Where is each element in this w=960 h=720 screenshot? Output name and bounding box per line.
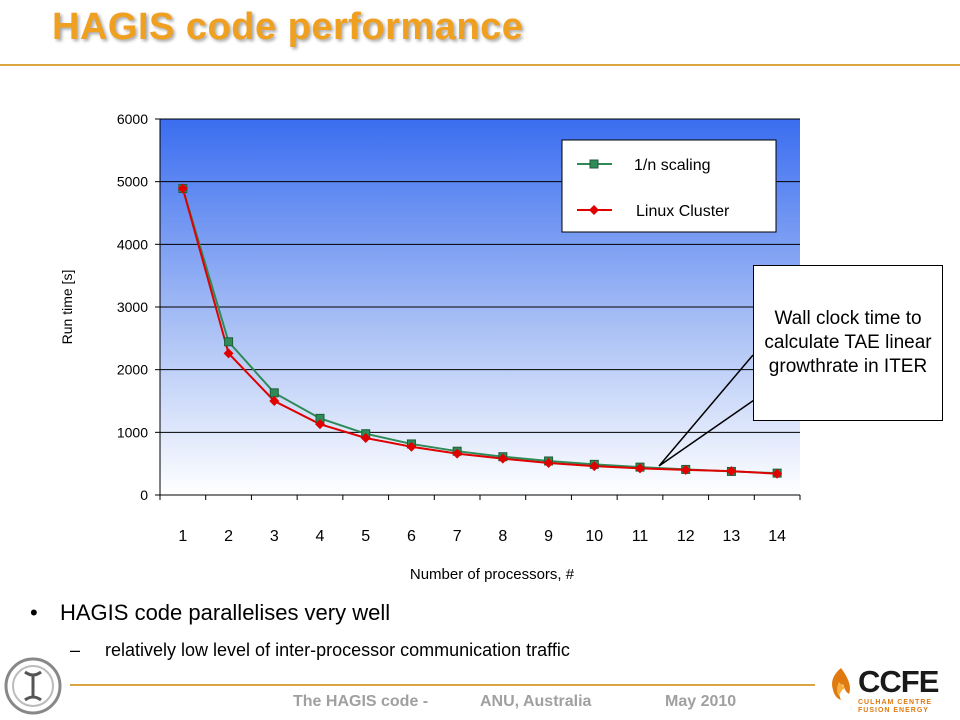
data-point-linux-cluster <box>315 419 325 430</box>
legend-marker-1n <box>589 159 599 169</box>
y-tick-labels: 0 1000 2000 3000 4000 5000 6000 <box>117 111 148 503</box>
x-tick-label: 9 <box>544 528 553 545</box>
legend-label-1n: 1/n scaling <box>634 157 711 174</box>
x-tick-label: 3 <box>270 528 279 545</box>
x-tick-label: 7 <box>453 528 462 545</box>
x-tick-label: 14 <box>768 528 786 545</box>
title-divider <box>0 64 960 66</box>
legend-marker-linux <box>589 205 599 215</box>
x-tick-label: 13 <box>723 528 741 545</box>
data-point-1n-scaling <box>269 388 279 398</box>
data-point-linux-cluster <box>726 466 737 477</box>
data-point-1n-scaling <box>224 337 234 347</box>
data-point-linux-cluster <box>452 448 463 459</box>
data-point-linux-cluster <box>543 458 554 469</box>
legend: 1/n scaling Linux Cluster <box>561 139 777 233</box>
x-axis-label: Number of processors, # <box>410 566 575 583</box>
ccfe-logo-text: CCFE <box>858 664 939 699</box>
series-lines <box>181 188 778 475</box>
anu-logo-icon <box>4 657 62 715</box>
y-tick-label: 6000 <box>117 111 148 127</box>
x-tick-label: 5 <box>361 528 370 545</box>
footer-institution: ANU, Australia <box>480 693 592 710</box>
data-point-linux-cluster <box>680 464 691 475</box>
footer-title: The HAGIS code - <box>293 693 429 710</box>
series-line-linux-cluster <box>181 188 778 475</box>
data-point-linux-cluster <box>772 468 783 479</box>
legend-label-linux: Linux Cluster <box>636 203 730 220</box>
data-point-linux-cluster <box>269 396 280 406</box>
y-tick-label: 5000 <box>117 174 148 190</box>
data-point-linux-cluster <box>360 432 371 443</box>
y-tick-label: 4000 <box>117 236 148 252</box>
callout-box: Wall clock time to calculate TAE linear … <box>753 265 943 421</box>
data-point-linux-cluster <box>635 463 645 474</box>
y-tick-label: 2000 <box>117 362 148 378</box>
y-axis-label: Run time [s] <box>59 270 75 345</box>
y-tick-label: 0 <box>140 487 148 503</box>
slide-title: HAGIS code performance <box>52 6 524 48</box>
sub-bullet-text: relatively low level of inter-processor … <box>105 640 570 660</box>
y-tick-label: 1000 <box>117 424 148 440</box>
y-tick-label: 3000 <box>117 299 148 315</box>
grid-lines <box>155 118 801 500</box>
x-tick-label: 12 <box>677 528 695 545</box>
bullet-dot: • <box>30 600 38 625</box>
footer-divider <box>70 684 815 686</box>
series-markers <box>177 183 783 479</box>
sub-bullet-dash: – <box>70 640 81 660</box>
x-tick-labels: 1 2 3 4 5 6 7 8 9 10 11 12 13 14 <box>178 528 786 545</box>
x-tick-label: 8 <box>498 528 507 545</box>
data-point-linux-cluster <box>589 461 600 472</box>
data-point-linux-cluster <box>497 453 508 464</box>
ccfe-logo-subtext: CULHAM CENTRE FUSION ENERGY <box>858 699 933 714</box>
callout-pointer <box>658 354 758 467</box>
data-point-linux-cluster <box>406 441 417 452</box>
bullet-text: HAGIS code parallelises very well <box>60 600 391 625</box>
x-tick-label: 2 <box>224 528 233 545</box>
footer-date: May 2010 <box>665 693 737 710</box>
x-tick-label: 4 <box>316 528 325 545</box>
ccfe-flame-icon <box>832 668 850 700</box>
data-point-linux-cluster <box>177 183 188 194</box>
x-tick-label: 6 <box>407 528 416 545</box>
x-tick-label: 11 <box>632 528 649 545</box>
data-point-linux-cluster <box>223 348 234 359</box>
x-tick-label: 10 <box>585 528 603 545</box>
callout-text: Wall clock time to calculate TAE linear … <box>764 308 932 377</box>
x-tick-label: 1 <box>178 528 187 545</box>
